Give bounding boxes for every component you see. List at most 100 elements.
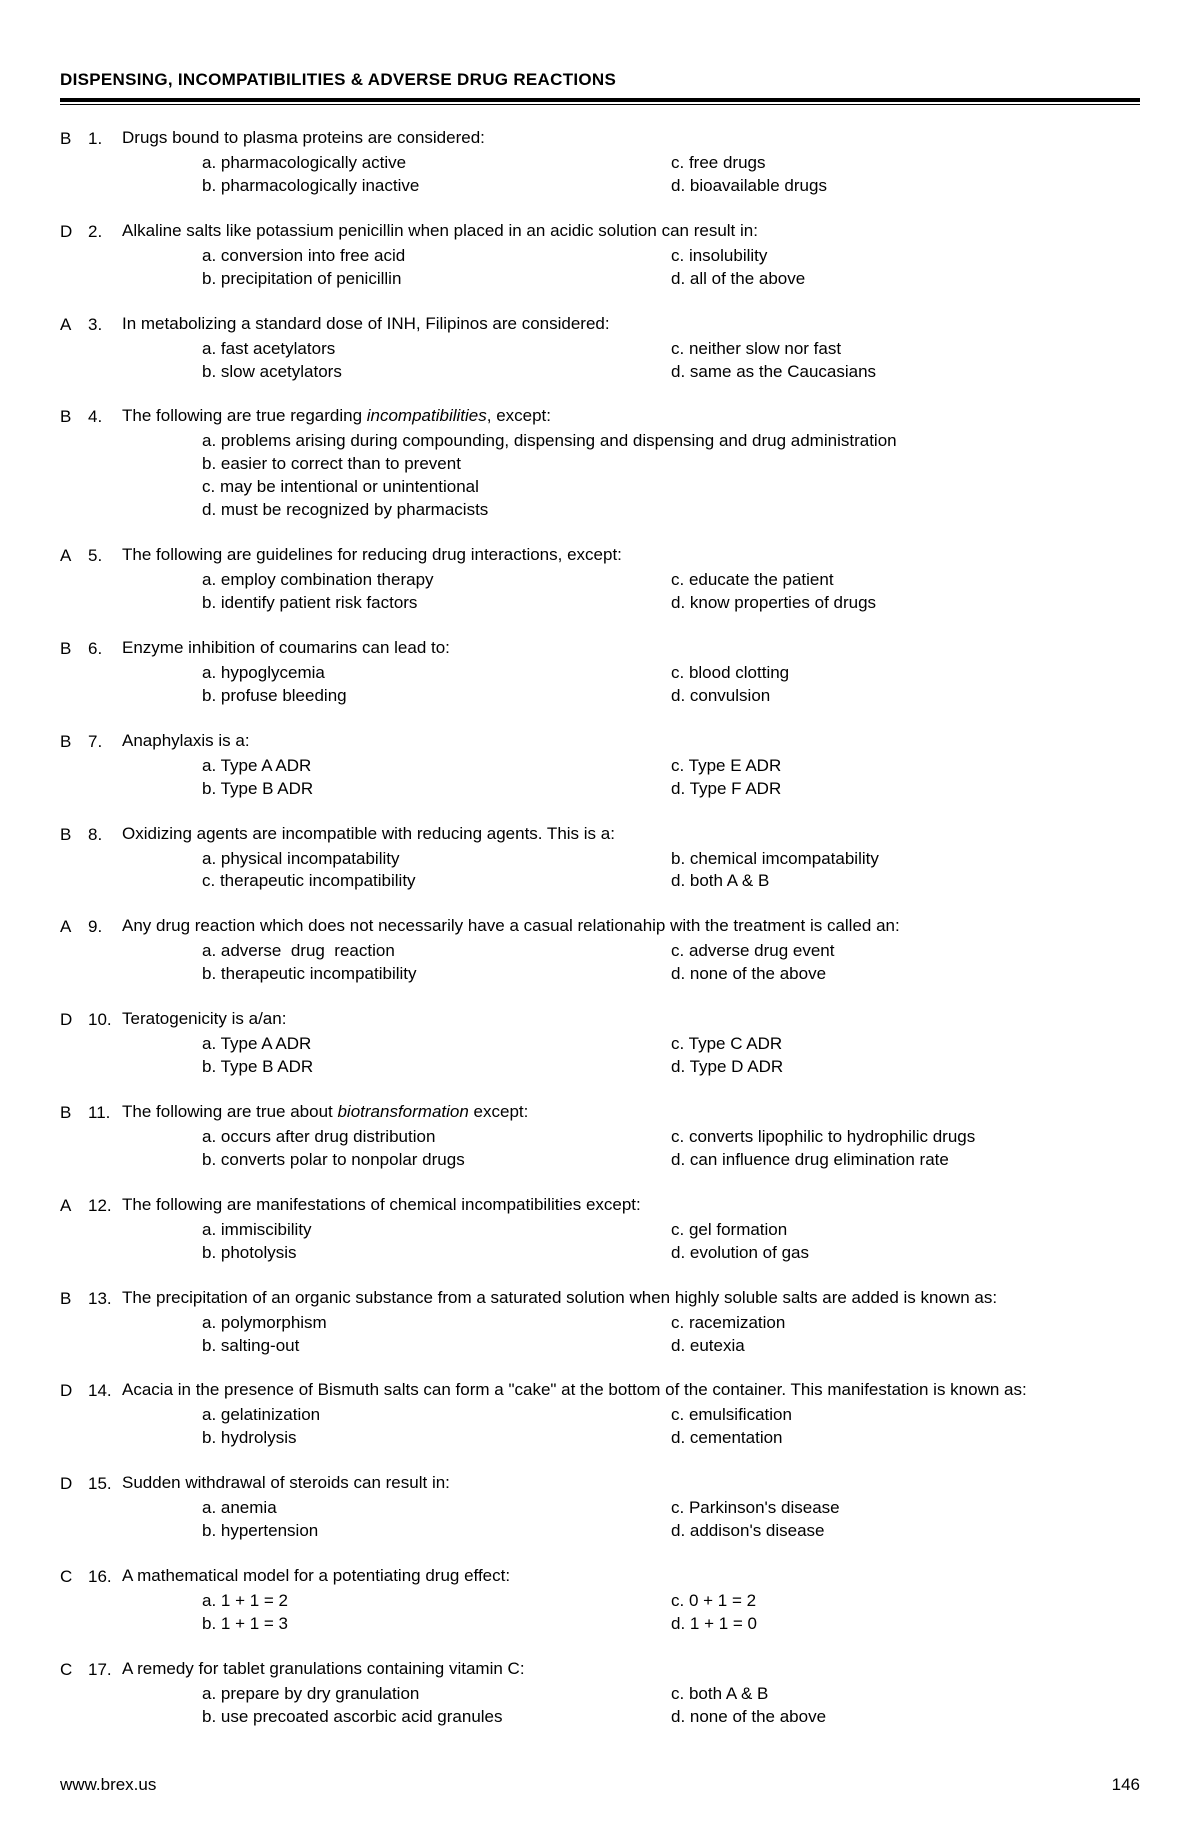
option: b. precipitation of penicillin xyxy=(202,268,671,291)
options-right: c. blood clottingd. convulsion xyxy=(671,662,1140,708)
options-left: a. gelatinizationb. hydrolysis xyxy=(202,1404,671,1450)
question-stem: Enzyme inhibition of coumarins can lead … xyxy=(122,637,1140,660)
answer-key: C xyxy=(60,1658,88,1729)
question-number: 10. xyxy=(88,1008,122,1079)
options-row: a. fast acetylatorsb. slow acetylatorsc.… xyxy=(122,338,1140,384)
answer-key: B xyxy=(60,405,88,522)
page: DISPENSING, INCOMPATIBILITIES & ADVERSE … xyxy=(0,0,1200,1835)
option: c. adverse drug event xyxy=(671,940,1140,963)
question-block: B6.Enzyme inhibition of coumarins can le… xyxy=(60,637,1140,708)
question-number: 16. xyxy=(88,1565,122,1636)
question-stem: A mathematical model for a potentiating … xyxy=(122,1565,1140,1588)
option: d. evolution of gas xyxy=(671,1242,1140,1265)
question-block: A12.The following are manifestations of … xyxy=(60,1194,1140,1265)
answer-key: B xyxy=(60,1101,88,1172)
question-block: D15.Sudden withdrawal of steroids can re… xyxy=(60,1472,1140,1543)
question-stem: Teratogenicity is a/an: xyxy=(122,1008,1140,1031)
options-row: a. adverse drug reactionb. therapeutic i… xyxy=(122,940,1140,986)
footer-site: www.brex.us xyxy=(60,1775,156,1795)
question-number: 4. xyxy=(88,405,122,522)
question-stem: Any drug reaction which does not necessa… xyxy=(122,915,1140,938)
option: c. educate the patient xyxy=(671,569,1140,592)
option: d. addison's disease xyxy=(671,1520,1140,1543)
options-right: c. emulsificationd. cementation xyxy=(671,1404,1140,1450)
option: a. physical incompatability xyxy=(202,848,671,871)
answer-key: D xyxy=(60,220,88,291)
question-number: 14. xyxy=(88,1379,122,1450)
question-block: B7.Anaphylaxis is a:a. Type A ADRb. Type… xyxy=(60,730,1140,801)
question-number: 11. xyxy=(88,1101,122,1172)
options-right: c. insolubilityd. all of the above xyxy=(671,245,1140,291)
options-left: a. anemiab. hypertension xyxy=(202,1497,671,1543)
question-block: B8.Oxidizing agents are incompatible wit… xyxy=(60,823,1140,894)
option: b. converts polar to nonpolar drugs xyxy=(202,1149,671,1172)
option: a. gelatinization xyxy=(202,1404,671,1427)
answer-key: D xyxy=(60,1379,88,1450)
options-left: a. pharmacologically activeb. pharmacolo… xyxy=(202,152,671,198)
question-content: Drugs bound to plasma proteins are consi… xyxy=(122,127,1140,198)
option: b. therapeutic incompatibility xyxy=(202,963,671,986)
question-block: B13.The precipitation of an organic subs… xyxy=(60,1287,1140,1358)
question-content: Teratogenicity is a/an:a. Type A ADRb. T… xyxy=(122,1008,1140,1079)
option: c. Type E ADR xyxy=(671,755,1140,778)
option: d. know properties of drugs xyxy=(671,592,1140,615)
question-stem: Drugs bound to plasma proteins are consi… xyxy=(122,127,1140,150)
question-content: A remedy for tablet granulations contain… xyxy=(122,1658,1140,1729)
option: d. Type F ADR xyxy=(671,778,1140,801)
option: b. hypertension xyxy=(202,1520,671,1543)
options-row: a. pharmacologically activeb. pharmacolo… xyxy=(122,152,1140,198)
option: c. Parkinson's disease xyxy=(671,1497,1140,1520)
question-content: The following are true about biotransfor… xyxy=(122,1101,1140,1172)
option: a. employ combination therapy xyxy=(202,569,671,592)
options-left: a. prepare by dry granulationb. use prec… xyxy=(202,1683,671,1729)
options-row: a. immiscibilityb. photolysisc. gel form… xyxy=(122,1219,1140,1265)
answer-key: A xyxy=(60,544,88,615)
question-stem: Alkaline salts like potassium penicillin… xyxy=(122,220,1140,243)
question-stem: Sudden withdrawal of steroids can result… xyxy=(122,1472,1140,1495)
option: a. occurs after drug distribution xyxy=(202,1126,671,1149)
question-block: C17.A remedy for tablet granulations con… xyxy=(60,1658,1140,1729)
question-stem: The following are true regarding incompa… xyxy=(122,405,1140,428)
question-number: 15. xyxy=(88,1472,122,1543)
options-left: a. polymorphismb. salting-out xyxy=(202,1312,671,1358)
option: a. 1 + 1 = 2 xyxy=(202,1590,671,1613)
option: b. hydrolysis xyxy=(202,1427,671,1450)
options-right: c. Type E ADRd. Type F ADR xyxy=(671,755,1140,801)
question-block: D2.Alkaline salts like potassium penicil… xyxy=(60,220,1140,291)
question-content: Anaphylaxis is a:a. Type A ADRb. Type B … xyxy=(122,730,1140,801)
options-left: a. occurs after drug distributionb. conv… xyxy=(202,1126,671,1172)
question-number: 3. xyxy=(88,313,122,384)
question-block: B11.The following are true about biotran… xyxy=(60,1101,1140,1172)
options-row: a. employ combination therapyb. identify… xyxy=(122,569,1140,615)
question-content: A mathematical model for a potentiating … xyxy=(122,1565,1140,1636)
options-right: c. free drugsd. bioavailable drugs xyxy=(671,152,1140,198)
option: c. Type C ADR xyxy=(671,1033,1140,1056)
option: b. use precoated ascorbic acid granules xyxy=(202,1706,671,1729)
answer-key: D xyxy=(60,1472,88,1543)
option: a. Type A ADR xyxy=(202,755,671,778)
question-block: A5.The following are guidelines for redu… xyxy=(60,544,1140,615)
option: b. photolysis xyxy=(202,1242,671,1265)
question-number: 5. xyxy=(88,544,122,615)
options-left: a. employ combination therapyb. identify… xyxy=(202,569,671,615)
question-content: Alkaline salts like potassium penicillin… xyxy=(122,220,1140,291)
options-row: a. prepare by dry granulationb. use prec… xyxy=(122,1683,1140,1729)
options-right: c. educate the patientd. know properties… xyxy=(671,569,1140,615)
option: c. gel formation xyxy=(671,1219,1140,1242)
option: c. 0 + 1 = 2 xyxy=(671,1590,1140,1613)
option: b. profuse bleeding xyxy=(202,685,671,708)
option: b. pharmacologically inactive xyxy=(202,175,671,198)
options-row: a. occurs after drug distributionb. conv… xyxy=(122,1126,1140,1172)
question-block: A3.In metabolizing a standard dose of IN… xyxy=(60,313,1140,384)
question-number: 9. xyxy=(88,915,122,986)
question-content: Acacia in the presence of Bismuth salts … xyxy=(122,1379,1140,1450)
option: c. racemization xyxy=(671,1312,1140,1335)
option: d. Type D ADR xyxy=(671,1056,1140,1079)
options-row: a. Type A ADRb. Type B ADRc. Type E ADRd… xyxy=(122,755,1140,801)
option: d. both A & B xyxy=(671,870,1140,893)
option: d. all of the above xyxy=(671,268,1140,291)
option: b. easier to correct than to prevent xyxy=(202,453,1140,476)
option: c. converts lipophilic to hydrophilic dr… xyxy=(671,1126,1140,1149)
options-right: b. chemical imcompatabilityd. both A & B xyxy=(671,848,1140,894)
option: d. 1 + 1 = 0 xyxy=(671,1613,1140,1636)
